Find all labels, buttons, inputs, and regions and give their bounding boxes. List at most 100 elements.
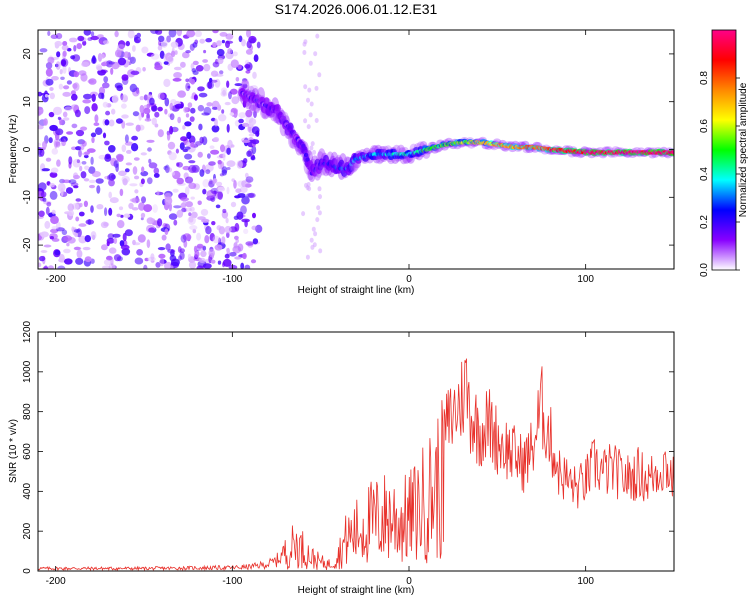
noise-speck <box>182 125 186 130</box>
noise-speck <box>108 145 116 153</box>
noise-speck <box>243 158 248 164</box>
noise-speck <box>222 258 232 267</box>
noise-speck <box>233 242 238 249</box>
noise-speck <box>50 215 59 225</box>
noise-speck <box>140 152 147 156</box>
noise-speck <box>78 149 82 158</box>
noise-speck <box>148 158 152 164</box>
noise-speck <box>49 92 55 100</box>
noise-speck <box>70 55 76 60</box>
noise-speck <box>307 87 312 93</box>
noise-speck <box>234 195 241 199</box>
noise-speck <box>110 67 114 75</box>
noise-speck <box>51 76 59 81</box>
noise-speck <box>68 210 75 217</box>
noise-speck <box>57 182 66 192</box>
noise-speck <box>238 118 244 124</box>
noise-speck <box>143 107 151 115</box>
noise-speck <box>202 59 209 63</box>
noise-speck <box>62 117 70 121</box>
chart-title: S174.2026.006.01.12.E31 <box>275 1 438 17</box>
noise-speck <box>135 124 141 132</box>
noise-speck <box>120 214 124 218</box>
noise-speck <box>189 206 195 212</box>
noise-speck <box>186 131 192 140</box>
noise-speck <box>210 149 220 155</box>
noise-speck <box>112 233 121 238</box>
noise-speck <box>150 30 159 34</box>
y-tick-label: 400 <box>22 483 33 500</box>
noise-speck <box>71 93 78 101</box>
noise-speck <box>55 128 64 136</box>
noise-speck <box>54 249 61 256</box>
noise-speck <box>90 35 100 41</box>
y-tick-label: 1200 <box>22 320 33 343</box>
noise-speck <box>244 64 251 69</box>
x-tick-label: 0 <box>406 576 412 587</box>
noise-speck <box>185 201 194 208</box>
noise-speck <box>225 33 234 40</box>
noise-speck <box>126 149 132 154</box>
noise-speck <box>205 169 211 175</box>
noise-speck <box>205 226 212 235</box>
noise-speck <box>188 160 196 164</box>
noise-speck <box>188 212 192 217</box>
noise-speck <box>172 188 179 193</box>
noise-speck <box>38 262 42 268</box>
noise-speck <box>237 64 242 70</box>
noise-speck <box>217 104 222 111</box>
x-tick-label: 100 <box>577 274 594 285</box>
noise-speck <box>172 77 182 82</box>
colorbar-tick-label: 0.4 <box>699 167 710 181</box>
noise-speck <box>309 237 314 243</box>
noise-speck <box>88 78 97 85</box>
noise-speck <box>156 190 160 196</box>
noise-speck <box>164 164 170 174</box>
colorbar-scale <box>711 29 737 271</box>
noise-speck <box>91 136 95 144</box>
noise-speck <box>90 231 97 240</box>
y-tick-label: 1000 <box>22 360 33 383</box>
noise-speck <box>60 58 69 67</box>
noise-speck <box>256 41 261 49</box>
noise-speck <box>166 132 171 141</box>
noise-speck <box>250 259 257 264</box>
noise-speck <box>102 132 107 139</box>
noise-speck <box>51 238 60 242</box>
noise-speck <box>141 196 146 204</box>
noise-speck <box>185 50 191 54</box>
noise-speck <box>121 74 129 81</box>
noise-speck <box>169 102 174 111</box>
noise-speck <box>108 263 116 269</box>
noise-speck <box>236 160 243 169</box>
noise-speck <box>55 63 59 68</box>
noise-speck <box>235 77 240 82</box>
noise-speck <box>55 61 61 70</box>
noise-speck <box>125 162 133 166</box>
noise-speck <box>73 185 79 189</box>
noise-speck <box>83 200 88 207</box>
noise-speck <box>80 126 88 131</box>
noise-speck <box>124 134 129 143</box>
noise-speck <box>198 257 206 264</box>
noise-speck <box>101 62 107 67</box>
noise-speck <box>188 182 197 189</box>
noise-speck <box>58 83 64 90</box>
noise-speck <box>221 39 225 44</box>
noise-speck <box>190 107 196 114</box>
noise-speck <box>82 40 87 46</box>
noise-speck <box>207 153 211 159</box>
noise-speck <box>62 50 67 57</box>
noise-speck <box>219 32 228 37</box>
noise-speck <box>40 231 49 238</box>
noise-speck <box>188 216 194 223</box>
noise-speck <box>202 179 210 188</box>
noise-speck <box>153 167 160 175</box>
ridge-halo <box>241 78 250 94</box>
noise-speck <box>306 182 311 187</box>
noise-speck <box>176 162 183 168</box>
noise-speck <box>115 49 122 58</box>
noise-speck <box>137 234 146 243</box>
noise-speck <box>226 248 230 253</box>
